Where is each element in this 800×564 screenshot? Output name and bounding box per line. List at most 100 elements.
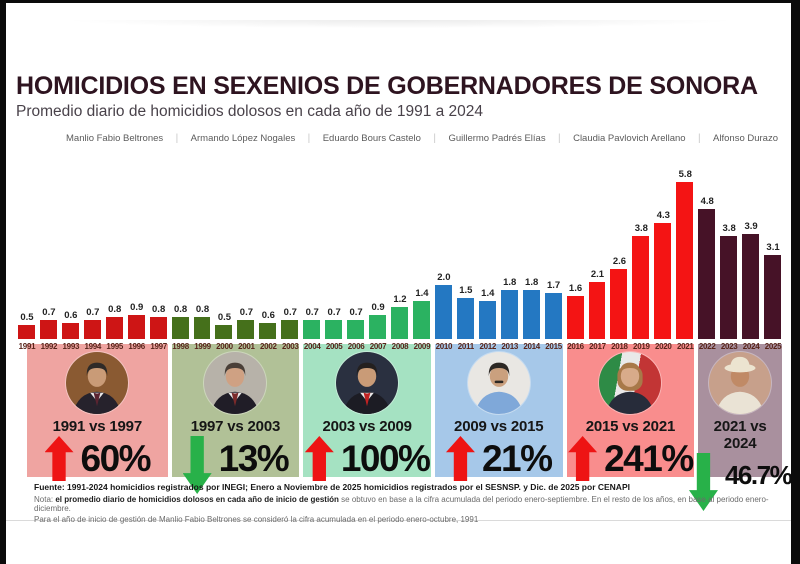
bar-cell-2018: 2.6 2018 bbox=[608, 0, 630, 352]
bar-2012 bbox=[478, 301, 496, 339]
method-note: Nota: el promedio diario de homicidios d… bbox=[34, 495, 780, 513]
page-title: HOMICIDIOS EN SEXENIOS DE GOBERNADORES D… bbox=[16, 72, 758, 100]
bar-value-label: 1.2 bbox=[393, 294, 407, 305]
bar-year-label: 2017 bbox=[589, 342, 606, 351]
bar-year-label: 2003 bbox=[281, 342, 299, 351]
bar-value-label: 0.7 bbox=[42, 307, 56, 318]
bar-2022 bbox=[698, 209, 716, 339]
screen-edge-left bbox=[0, 0, 6, 564]
bar-2017 bbox=[588, 282, 606, 339]
period-label: 2009 vs 2015 bbox=[454, 418, 544, 435]
bar-cell-2011: 1.5 2011 bbox=[455, 0, 477, 352]
bar-cell-2012: 1.4 2012 bbox=[477, 0, 499, 352]
bar-value-label: 0.7 bbox=[86, 307, 100, 318]
footer: Fuente: 1991-2024 homicidios registrados… bbox=[34, 482, 780, 524]
bar-1997 bbox=[149, 317, 167, 339]
bar-2000 bbox=[215, 325, 233, 339]
bar-2019 bbox=[632, 236, 650, 339]
bar-year-label: 2022 bbox=[698, 342, 716, 351]
footer-divider bbox=[0, 520, 800, 521]
screen-edge-top bbox=[0, 0, 800, 3]
bar-cell-1992: 0.7 1992 bbox=[38, 0, 60, 352]
bar-2014 bbox=[522, 290, 540, 339]
bar-2007 bbox=[369, 315, 387, 339]
screen-edge-right bbox=[791, 0, 800, 564]
bar-cell-2019: 3.8 2019 bbox=[630, 0, 652, 352]
bar-cell-2009: 1.4 2009 bbox=[411, 0, 433, 352]
bar-value-label: 0.8 bbox=[152, 304, 166, 315]
bar-value-label: 1.8 bbox=[503, 277, 517, 288]
bar-year-label: 2001 bbox=[238, 342, 255, 351]
bar-year-label: 2011 bbox=[457, 342, 474, 351]
bar-1999 bbox=[193, 317, 211, 339]
bar-2002 bbox=[259, 323, 277, 339]
bar-year-label: 2014 bbox=[523, 342, 540, 351]
period-label: 1991 vs 1997 bbox=[52, 418, 143, 435]
governor-photo bbox=[709, 352, 772, 414]
bar-cell-2016: 1.6 2016 bbox=[565, 0, 587, 352]
governors-row: Manlio Fabio Beltrones | Armando López Nog… bbox=[66, 133, 778, 144]
bar-year-label: 2023 bbox=[720, 342, 738, 351]
bar-2015 bbox=[544, 293, 562, 339]
bar-cell-2001: 0.7 2001 bbox=[235, 0, 257, 352]
bar-2003 bbox=[281, 320, 299, 339]
bar-2009 bbox=[412, 301, 430, 339]
bar-value-label: 0.7 bbox=[239, 307, 253, 318]
bar-value-label: 2.6 bbox=[612, 256, 627, 267]
bar-year-label: 1998 bbox=[172, 342, 189, 351]
bar-value-label: 0.7 bbox=[283, 307, 297, 318]
bar-year-label: 2006 bbox=[347, 342, 365, 351]
source-note: Fuente: 1991-2024 homicidios registrados… bbox=[34, 482, 630, 492]
change-row: 100% bbox=[303, 436, 431, 486]
bar-value-label: 1.7 bbox=[546, 280, 561, 291]
bar-2013 bbox=[500, 290, 518, 339]
bar-year-label: 1996 bbox=[128, 342, 145, 351]
bar-2024 bbox=[742, 234, 760, 339]
bar-chart: 0.5 1991 0.7 1992 0.6 1993 0.7 1994 0.8 1995 0.9 19… bbox=[16, 0, 784, 352]
bar-cell-2025: 3.1 2025 bbox=[762, 0, 784, 352]
bar-2008 bbox=[391, 307, 408, 339]
beltrones-note: Para el año de inicio de gestión de Manl… bbox=[34, 515, 479, 524]
governor-photo bbox=[66, 352, 129, 414]
bar-value-label: 0.6 bbox=[64, 310, 78, 321]
change-percentage: 60% bbox=[80, 438, 152, 479]
bar-cell-1999: 0.8 1999 bbox=[192, 0, 214, 352]
bar-year-label: 2009 bbox=[413, 342, 431, 351]
bar-cell-2003: 0.7 2003 bbox=[279, 0, 301, 352]
governor-name-divider: | bbox=[433, 133, 436, 144]
change-percentage: 100% bbox=[340, 438, 431, 479]
bar-year-label: 2013 bbox=[501, 342, 518, 351]
period-label: 2015 vs 2021 bbox=[585, 418, 676, 435]
bar-value-label: 0.5 bbox=[20, 312, 34, 323]
governor-name: Eduardo Bours Castelo bbox=[322, 133, 421, 144]
governor-panel-2010-2015: 2009 vs 2015 21% bbox=[434, 344, 563, 481]
bar-year-label: 1994 bbox=[84, 342, 102, 351]
bar-1992 bbox=[39, 320, 57, 339]
bar-1993 bbox=[61, 323, 79, 339]
bar-2004 bbox=[303, 320, 321, 339]
period-label: 1997 vs 2003 bbox=[190, 418, 281, 435]
change-percentage: 13% bbox=[218, 438, 290, 479]
bar-value-label: 0.8 bbox=[173, 304, 188, 315]
bar-2010 bbox=[434, 285, 452, 339]
governor-panel-1991-1997: 1991 vs 1997 60% bbox=[27, 344, 168, 481]
bar-value-label: 2.0 bbox=[437, 272, 451, 283]
bar-2020 bbox=[654, 223, 672, 339]
bar-2006 bbox=[347, 320, 365, 339]
bar-value-label: 4.3 bbox=[656, 210, 670, 221]
bar-value-label: 3.1 bbox=[766, 242, 780, 253]
bar-cell-2004: 0.7 2004 bbox=[301, 0, 323, 352]
period-label: 2021 vs 2024 bbox=[713, 418, 767, 452]
bar-cell-1998: 0.8 1998 bbox=[170, 0, 192, 352]
bar-cell-2017: 2.1 2017 bbox=[587, 0, 609, 352]
bar-year-label: 2021 bbox=[676, 342, 694, 351]
bar-cell-2014: 1.8 2014 bbox=[521, 0, 543, 352]
change-row: 60% bbox=[27, 436, 168, 486]
bar-year-label: 2018 bbox=[611, 342, 628, 351]
governor-name: Manlio Fabio Beltrones bbox=[66, 133, 164, 144]
bar-cell-2020: 4.3 2020 bbox=[652, 0, 674, 352]
bar-value-label: 1.5 bbox=[459, 285, 473, 296]
bar-cell-1991: 0.5 1991 bbox=[16, 0, 38, 352]
